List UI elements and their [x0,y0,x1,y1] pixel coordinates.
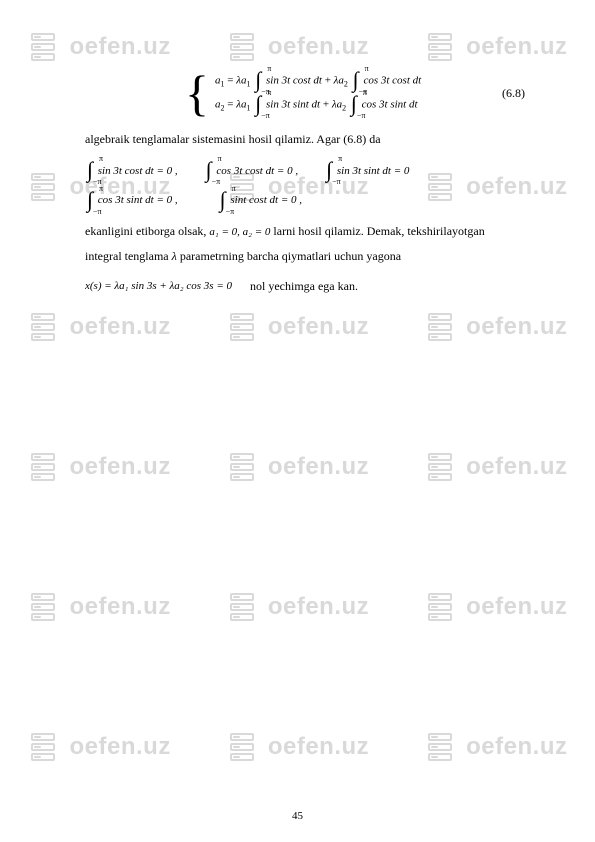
watermark-item: oefen.uz [27,30,170,64]
watermark-item: oefen.uz [27,310,170,344]
paragraph-1: algebraik tenglamalar sistemasini hosil … [85,130,525,149]
integral-row-1: π∫−π sin 3t cost dt = 0 ,π∫−π cos 3t cos… [85,161,525,180]
watermark-item: oefen.uz [424,310,567,344]
final-text: nol yechimga ega kan. [250,277,358,296]
watermark-item: oefen.uz [226,30,369,64]
watermark-item: oefen.uz [27,590,170,624]
system-brace: { [185,68,209,118]
final-equation: x(s) = λa₁ sin 3s + λa₂ cos 3s = 0 [85,280,232,292]
watermark-item: oefen.uz [226,590,369,624]
watermark-item: oefen.uz [226,310,369,344]
final-equation-row: x(s) = λa₁ sin 3s + λa₂ cos 3s = 0 nol y… [85,277,525,296]
system-row: a2 = λa1 π∫−π sin 3t sint dt + λa2 π∫−π … [215,96,421,114]
inline-math-a1a2: a₁ = 0, a₂ = 0 [209,226,270,238]
watermark-item: oefen.uz [226,730,369,764]
page-number: 45 [0,810,595,822]
watermark-item: oefen.uz [424,590,567,624]
equation-system-block: { a1 = λa1 π∫−π sin 3t cost dt + λa2 π∫−… [85,68,525,118]
watermark-item: oefen.uz [424,450,567,484]
watermark-item: oefen.uz [27,450,170,484]
integral-row-2: π∫−π cos 3t sint dt = 0 ,π∫−π sint cost … [85,190,525,209]
watermark-item: oefen.uz [424,30,567,64]
paragraph-2-line2: integral tenglama λ parametrning barcha … [85,247,525,266]
paragraph-2-line2-a: integral tenglama [85,249,172,263]
watermark-item: oefen.uz [424,730,567,764]
watermark-item: oefen.uz [226,450,369,484]
system-row: a1 = λa1 π∫−π sin 3t cost dt + λa2 π∫−π … [215,72,421,90]
equation-number: (6.8) [502,86,525,101]
watermark-item: oefen.uz [27,730,170,764]
paragraph-2b: larni hosil qilamiz. Demak, tekshirilayo… [270,224,484,238]
equation-system: { a1 = λa1 π∫−π sin 3t cost dt + λa2 π∫−… [185,68,525,118]
paragraph-2-line2-b: parametrning barcha qiymatlari uchun yag… [177,249,401,263]
paragraph-2a: ekanligini etiborga olsak, [85,224,209,238]
paragraph-2-line1: ekanligini etiborga olsak, a₁ = 0, a₂ = … [85,222,525,241]
